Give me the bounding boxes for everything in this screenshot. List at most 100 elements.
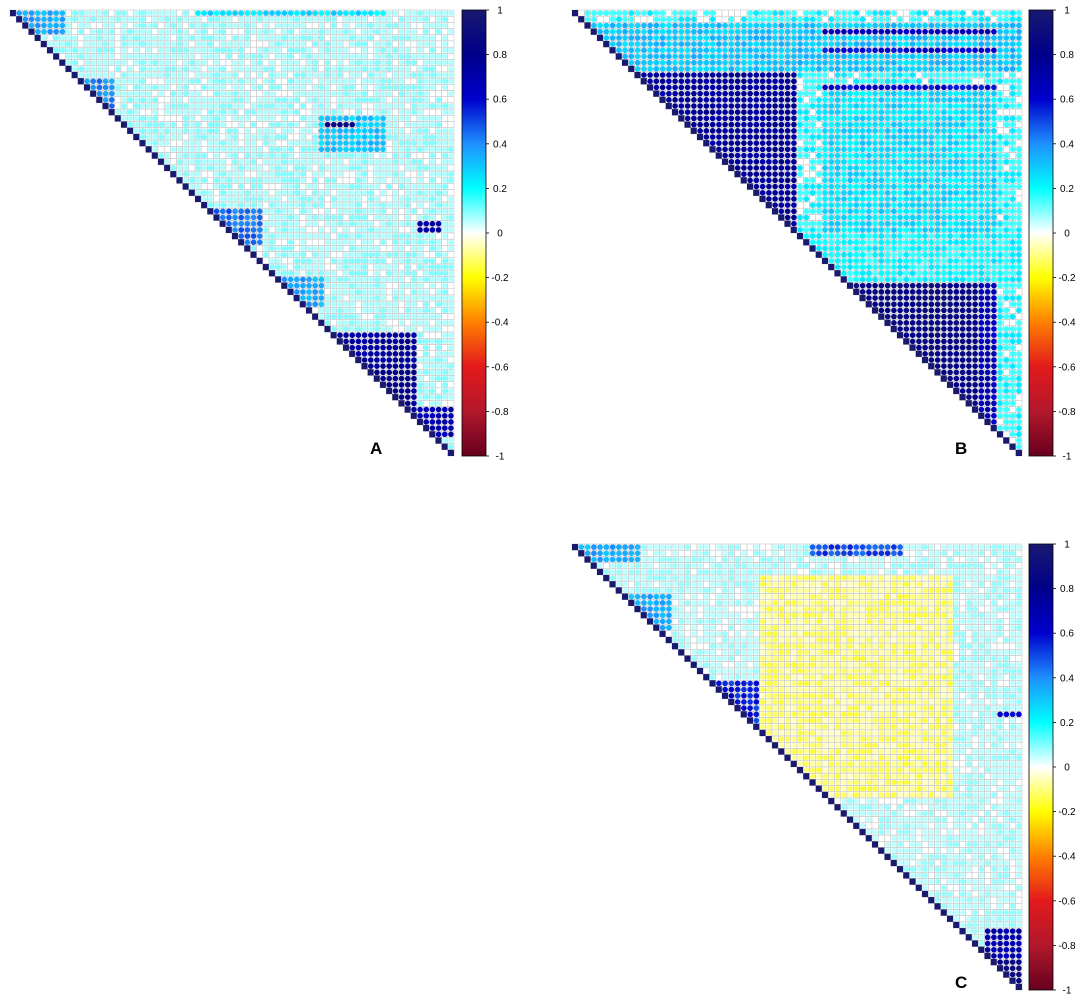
correlation-point (330, 326, 337, 332)
correlation-point (201, 10, 208, 16)
correlation-point (872, 10, 878, 16)
matrix-cell (342, 177, 350, 184)
correlation-point (448, 47, 454, 54)
correlation-point (244, 22, 251, 29)
correlation-point (330, 16, 337, 23)
correlation-point (16, 10, 23, 16)
correlation-point (287, 220, 294, 227)
correlation-point (380, 177, 386, 184)
correlation-point (281, 66, 288, 72)
correlation-point (158, 47, 164, 54)
matrix-cell (367, 102, 375, 110)
correlation-point (219, 10, 226, 16)
correlation-point (392, 381, 399, 388)
correlation-point (997, 10, 1003, 16)
matrix-cell (392, 319, 399, 327)
matrix-cell (287, 263, 294, 271)
correlation-point (343, 258, 349, 264)
correlation-point (275, 270, 282, 277)
correlation-point (306, 121, 312, 128)
correlation-point (318, 245, 325, 252)
correlation-point (195, 177, 201, 184)
correlation-point (330, 115, 337, 122)
correlation-point (392, 363, 399, 369)
correlation-point (349, 326, 356, 332)
correlation-point (324, 208, 331, 215)
correlation-point (263, 233, 269, 239)
correlation-point (435, 419, 442, 425)
correlation-point (866, 10, 872, 16)
correlation-point (392, 140, 399, 146)
correlation-point (182, 109, 189, 115)
correlation-point (189, 97, 195, 103)
correlation-point (392, 22, 399, 29)
correlation-point (213, 177, 220, 184)
correlation-point (398, 245, 405, 252)
correlation-point (349, 16, 356, 23)
matrix-cell (305, 226, 313, 234)
correlation-point (139, 103, 146, 109)
correlation-point (269, 214, 275, 221)
correlation-point (435, 412, 442, 419)
correlation-point (337, 78, 343, 85)
correlation-point (441, 10, 448, 16)
correlation-point (306, 152, 312, 159)
correlation-point (300, 90, 306, 97)
matrix-cell (324, 158, 331, 166)
correlation-point (398, 72, 405, 78)
correlation-point (374, 16, 380, 23)
matrix-cell (299, 59, 307, 67)
correlation-point (355, 289, 362, 295)
correlation-point (404, 134, 411, 140)
correlation-point (448, 171, 454, 177)
correlation-point (287, 146, 294, 153)
matrix-cell (305, 189, 313, 197)
correlation-point (349, 28, 356, 35)
correlation-point (337, 233, 343, 239)
correlation-point (213, 109, 220, 115)
correlation-point (158, 134, 164, 140)
matrix-cell (361, 102, 368, 110)
correlation-point (417, 134, 423, 140)
correlation-point (176, 84, 183, 91)
correlation-point (306, 158, 312, 165)
correlation-point (392, 375, 399, 382)
correlation-point (355, 16, 362, 23)
correlation-point (256, 28, 263, 35)
matrix-cell (404, 276, 412, 283)
correlation-point (411, 326, 417, 332)
correlation-point (127, 41, 134, 47)
correlation-point (324, 109, 331, 115)
matrix-cell (219, 133, 227, 141)
correlation-point (90, 10, 97, 16)
correlation-point (435, 289, 442, 295)
correlation-point (269, 59, 275, 66)
correlation-point (398, 381, 405, 388)
matrix-cell (416, 350, 424, 358)
correlation-point (404, 196, 411, 202)
correlation-point (361, 84, 368, 91)
matrix-cell (367, 269, 375, 277)
correlation-point (423, 270, 430, 277)
correlation-point (226, 72, 232, 78)
correlation-point (361, 152, 368, 159)
correlation-point (170, 10, 177, 16)
correlation-point (435, 276, 442, 283)
matrix-cell (447, 325, 455, 333)
correlation-point (616, 16, 622, 23)
correlation-point (84, 59, 90, 66)
diagonal-cell (225, 226, 232, 233)
correlation-point (392, 189, 399, 196)
correlation-point (367, 208, 374, 215)
colorbar-tick-label: 0.8 (493, 50, 507, 61)
correlation-point (386, 103, 393, 109)
correlation-point (330, 158, 337, 165)
correlation-point (404, 152, 411, 159)
correlation-point (448, 245, 454, 252)
matrix-cell (114, 22, 122, 29)
correlation-point (349, 189, 356, 196)
matrix-cell (305, 84, 313, 91)
correlation-point (435, 208, 442, 215)
correlation-point (170, 128, 177, 134)
correlation-point (226, 22, 232, 29)
